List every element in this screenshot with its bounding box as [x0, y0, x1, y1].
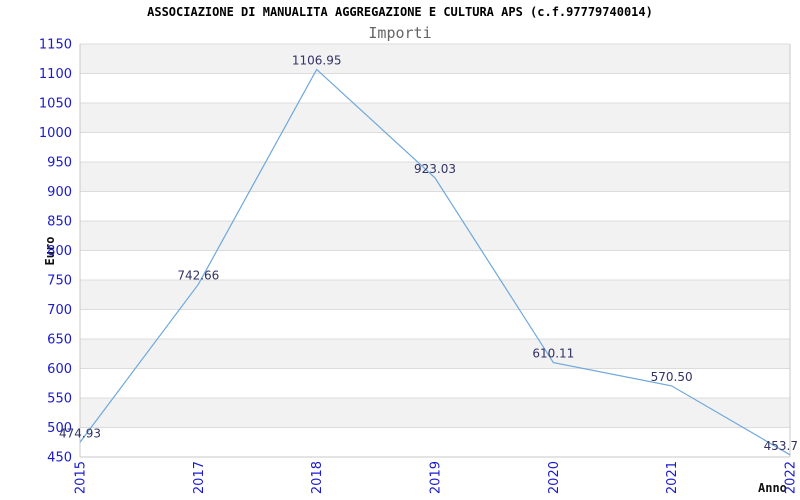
data-point-label: 923.03 [414, 162, 456, 176]
y-tick-label: 550 [47, 392, 72, 407]
grid-band [80, 73, 790, 103]
grid-band [80, 339, 790, 369]
y-tick-label: 950 [47, 156, 72, 171]
y-tick-label: 750 [47, 274, 72, 289]
x-tick-label: 2015 [74, 461, 89, 494]
grid-band [80, 398, 790, 428]
x-tick-label: 2021 [665, 461, 680, 494]
y-tick-label: 700 [47, 303, 72, 318]
y-tick-label: 1000 [39, 126, 72, 141]
y-tick-label: 1150 [39, 38, 72, 53]
grid-band [80, 368, 790, 398]
data-line [79, 68, 791, 456]
grid-band [80, 44, 790, 74]
grid-band [80, 309, 790, 339]
grid-band [80, 250, 790, 280]
y-tick-label: 850 [47, 215, 72, 230]
chart-title: ASSOCIAZIONE DI MANUALITA AGGREGAZIONE E… [147, 5, 653, 19]
data-point-label: 610.11 [532, 347, 574, 361]
grid-band [80, 103, 790, 133]
x-tick-label: 2017 [192, 461, 207, 494]
chart-subtitle: Importi [368, 24, 432, 42]
x-tick-label: 2022 [784, 461, 799, 494]
grid-band [80, 280, 790, 310]
x-axis-title: Anno [758, 481, 787, 495]
y-tick-label: 650 [47, 333, 72, 348]
grid-band [80, 162, 790, 192]
x-tick-label: 2020 [547, 461, 562, 494]
data-point-label: 570.50 [651, 370, 693, 384]
y-tick-label: 900 [47, 185, 72, 200]
data-point-label: 474.93 [59, 426, 101, 440]
grid-band [80, 132, 790, 162]
data-point-label: 1106.95 [292, 53, 342, 67]
grid-band [80, 221, 790, 251]
grid-band [80, 191, 790, 221]
data-point-label: 742.66 [177, 268, 219, 282]
y-tick-label: 800 [47, 244, 72, 259]
data-point-label: 453.7 [764, 439, 798, 453]
y-tick-label: 500 [47, 421, 72, 436]
x-tick-label: 2018 [310, 461, 325, 494]
y-tick-label: 1100 [39, 67, 72, 82]
y-tick-label: 450 [47, 451, 72, 466]
grid-band [80, 427, 790, 457]
y-tick-label: 600 [47, 362, 72, 377]
y-tick-label: 1050 [39, 97, 72, 112]
x-tick-label: 2019 [429, 461, 444, 494]
